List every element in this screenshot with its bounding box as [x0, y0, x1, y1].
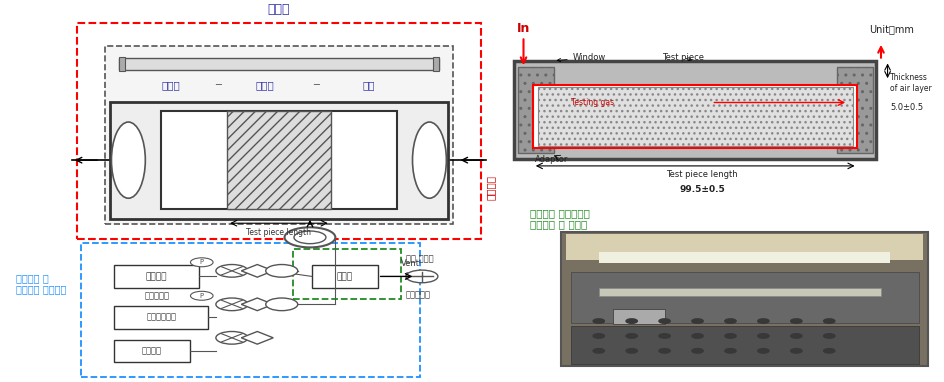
Text: Adaptor: Adaptor	[534, 155, 567, 165]
Bar	[598, 288, 880, 296]
Text: In: In	[516, 21, 530, 34]
Text: Testing gas: Testing gas	[570, 98, 613, 107]
Circle shape	[215, 298, 247, 311]
Text: Test piece length: Test piece length	[666, 170, 737, 180]
Bar	[537, 87, 851, 146]
Text: Test piece length: Test piece length	[246, 228, 312, 237]
Text: 열역조절기: 열역조절기	[144, 291, 169, 300]
Circle shape	[284, 227, 335, 248]
Circle shape	[823, 334, 834, 338]
Text: Window: Window	[557, 53, 605, 63]
Text: P: P	[199, 293, 204, 299]
Text: ─: ─	[313, 80, 319, 90]
Circle shape	[294, 231, 326, 244]
Circle shape	[406, 270, 437, 283]
Bar	[561, 232, 927, 366]
Circle shape	[790, 319, 801, 323]
Bar	[161, 111, 396, 209]
Text: 공기청정장치: 공기청정장치	[146, 313, 177, 322]
Circle shape	[724, 349, 735, 353]
Text: Vent: Vent	[401, 259, 420, 268]
Circle shape	[215, 264, 247, 277]
Bar	[293, 249, 401, 299]
Circle shape	[691, 349, 702, 353]
Bar	[114, 306, 208, 329]
Circle shape	[215, 332, 247, 344]
Circle shape	[593, 319, 604, 323]
Bar	[81, 243, 419, 377]
Circle shape	[790, 349, 801, 353]
Text: Thickness
of air layer: Thickness of air layer	[889, 73, 931, 92]
Text: 시험편: 시험편	[255, 80, 274, 90]
Bar	[110, 102, 447, 219]
Bar	[114, 340, 190, 362]
Bar	[565, 234, 922, 260]
Circle shape	[757, 319, 768, 323]
Bar	[613, 309, 664, 324]
Circle shape	[691, 319, 702, 323]
Circle shape	[724, 319, 735, 323]
Polygon shape	[241, 332, 273, 344]
Circle shape	[757, 334, 768, 338]
Text: P: P	[199, 259, 204, 265]
Bar	[514, 61, 875, 159]
Bar	[517, 67, 553, 152]
Text: 유량소절기: 유량소절기	[406, 272, 430, 281]
Bar	[532, 85, 856, 148]
Text: 시험가스 및
청정공기 공급장치: 시험가스 및 청정공기 공급장치	[15, 273, 66, 295]
Circle shape	[265, 264, 297, 277]
Circle shape	[658, 319, 669, 323]
Circle shape	[625, 334, 636, 338]
Circle shape	[593, 349, 604, 353]
Circle shape	[757, 349, 768, 353]
Bar	[570, 326, 918, 364]
Text: 99.5±0.5: 99.5±0.5	[679, 185, 724, 194]
Circle shape	[823, 349, 834, 353]
Text: 콤프레시: 콤프레시	[142, 346, 161, 355]
Text: 광원: 광원	[362, 80, 374, 90]
Circle shape	[593, 334, 604, 338]
Circle shape	[658, 334, 669, 338]
Text: 광역창: 광역창	[161, 80, 180, 90]
Circle shape	[191, 258, 212, 267]
Circle shape	[691, 334, 702, 338]
Bar	[114, 265, 199, 288]
Bar	[312, 265, 378, 288]
Text: Test piece: Test piece	[662, 53, 703, 63]
Circle shape	[658, 349, 669, 353]
Bar	[598, 252, 889, 264]
Polygon shape	[241, 264, 273, 277]
Text: 시험대상 오염물질의
시료채취 및 측정부: 시험대상 오염물질의 시료채취 및 측정부	[530, 208, 589, 230]
Bar	[76, 23, 480, 239]
Bar	[119, 58, 438, 70]
Text: 항온조: 항온조	[267, 3, 290, 16]
Text: 5.0±0.5: 5.0±0.5	[889, 103, 922, 112]
Text: 기체 온열기: 기체 온열기	[406, 254, 433, 263]
Bar	[570, 272, 918, 323]
Circle shape	[823, 319, 834, 323]
Text: 분석기: 분석기	[336, 272, 352, 281]
Ellipse shape	[111, 122, 145, 198]
Circle shape	[625, 349, 636, 353]
Text: Unit：mm: Unit：mm	[868, 24, 913, 34]
Circle shape	[625, 319, 636, 323]
Text: 시험가스: 시험가스	[145, 272, 167, 281]
Circle shape	[265, 298, 297, 311]
Text: 슨도조절기: 슨도조절기	[406, 290, 430, 299]
Bar	[119, 57, 125, 71]
Text: ─: ─	[214, 80, 221, 90]
Bar	[227, 111, 330, 209]
Text: 광반응부: 광반응부	[485, 175, 495, 200]
Circle shape	[724, 334, 735, 338]
Bar	[432, 57, 438, 71]
Bar	[835, 67, 871, 152]
Circle shape	[790, 334, 801, 338]
Ellipse shape	[413, 122, 446, 198]
Polygon shape	[241, 298, 273, 311]
Circle shape	[191, 291, 212, 300]
Bar	[105, 46, 452, 224]
